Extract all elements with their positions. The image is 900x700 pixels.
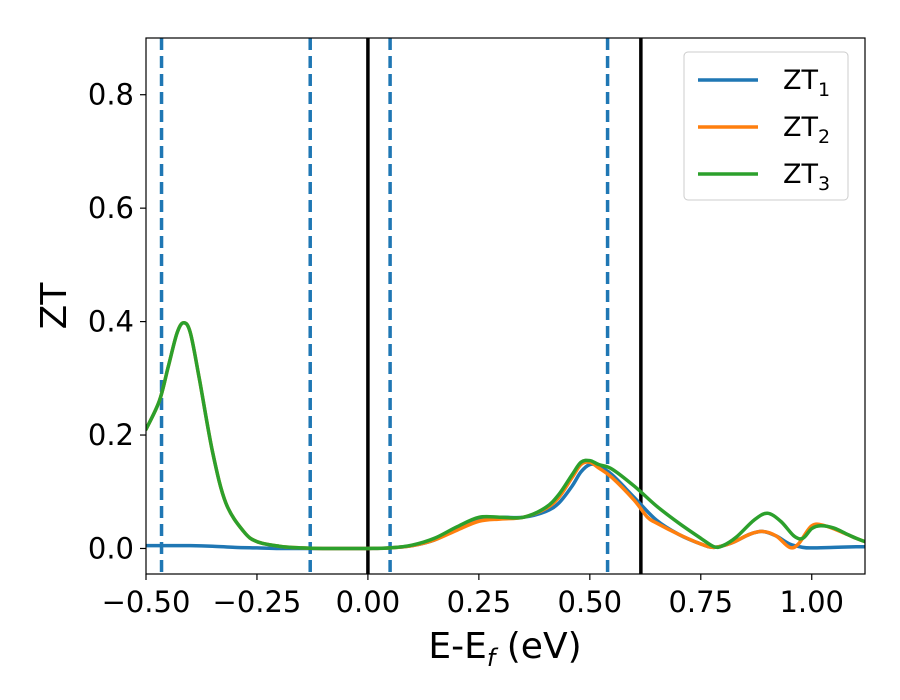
y-axis-ticks: 0.0 0.2 0.4 0.6 0.8 — [88, 78, 146, 565]
x-tick-label: −0.50 — [102, 585, 191, 619]
reference-lines — [159, 38, 643, 574]
x-axis-label: E-Ef (eV) — [428, 626, 581, 672]
y-tick-label: 0.6 — [88, 191, 134, 225]
legend-label-zt3: ZT3 — [783, 159, 830, 195]
legend: ZT1 ZT2 ZT3 — [683, 51, 849, 201]
y-axis-label: ZT — [34, 282, 75, 330]
x-tick-label: 0.50 — [558, 585, 623, 619]
series-line-zt2 — [146, 320, 865, 551]
x-tick-label: 1.00 — [779, 585, 844, 619]
x-tick-label: 0.25 — [447, 585, 512, 619]
y-tick-label: 0.4 — [88, 305, 134, 339]
y-tick-label: 0.2 — [88, 418, 134, 452]
y-tick-label: 0.8 — [88, 78, 134, 112]
x-tick-label: −0.25 — [213, 585, 302, 619]
legend-label-zt2: ZT2 — [783, 112, 830, 148]
x-axis-ticks: −0.50 −0.25 0.00 0.25 0.50 0.75 1.00 — [102, 574, 844, 619]
x-tick-label: 0.00 — [336, 585, 401, 619]
x-axis-label-unit: (eV) — [495, 626, 581, 667]
legend-items: ZT1 ZT2 ZT3 — [698, 65, 830, 195]
y-tick-label: 0.0 — [88, 531, 134, 565]
series-lines — [146, 320, 865, 551]
x-tick-label: 0.75 — [668, 585, 733, 619]
series-line-zt1 — [146, 462, 865, 551]
series-line-zt3 — [146, 320, 865, 551]
legend-label-zt1: ZT1 — [783, 65, 830, 101]
x-axis-label-main: E-E — [428, 626, 486, 667]
legend-box — [683, 51, 849, 201]
plot-frame — [145, 37, 866, 575]
